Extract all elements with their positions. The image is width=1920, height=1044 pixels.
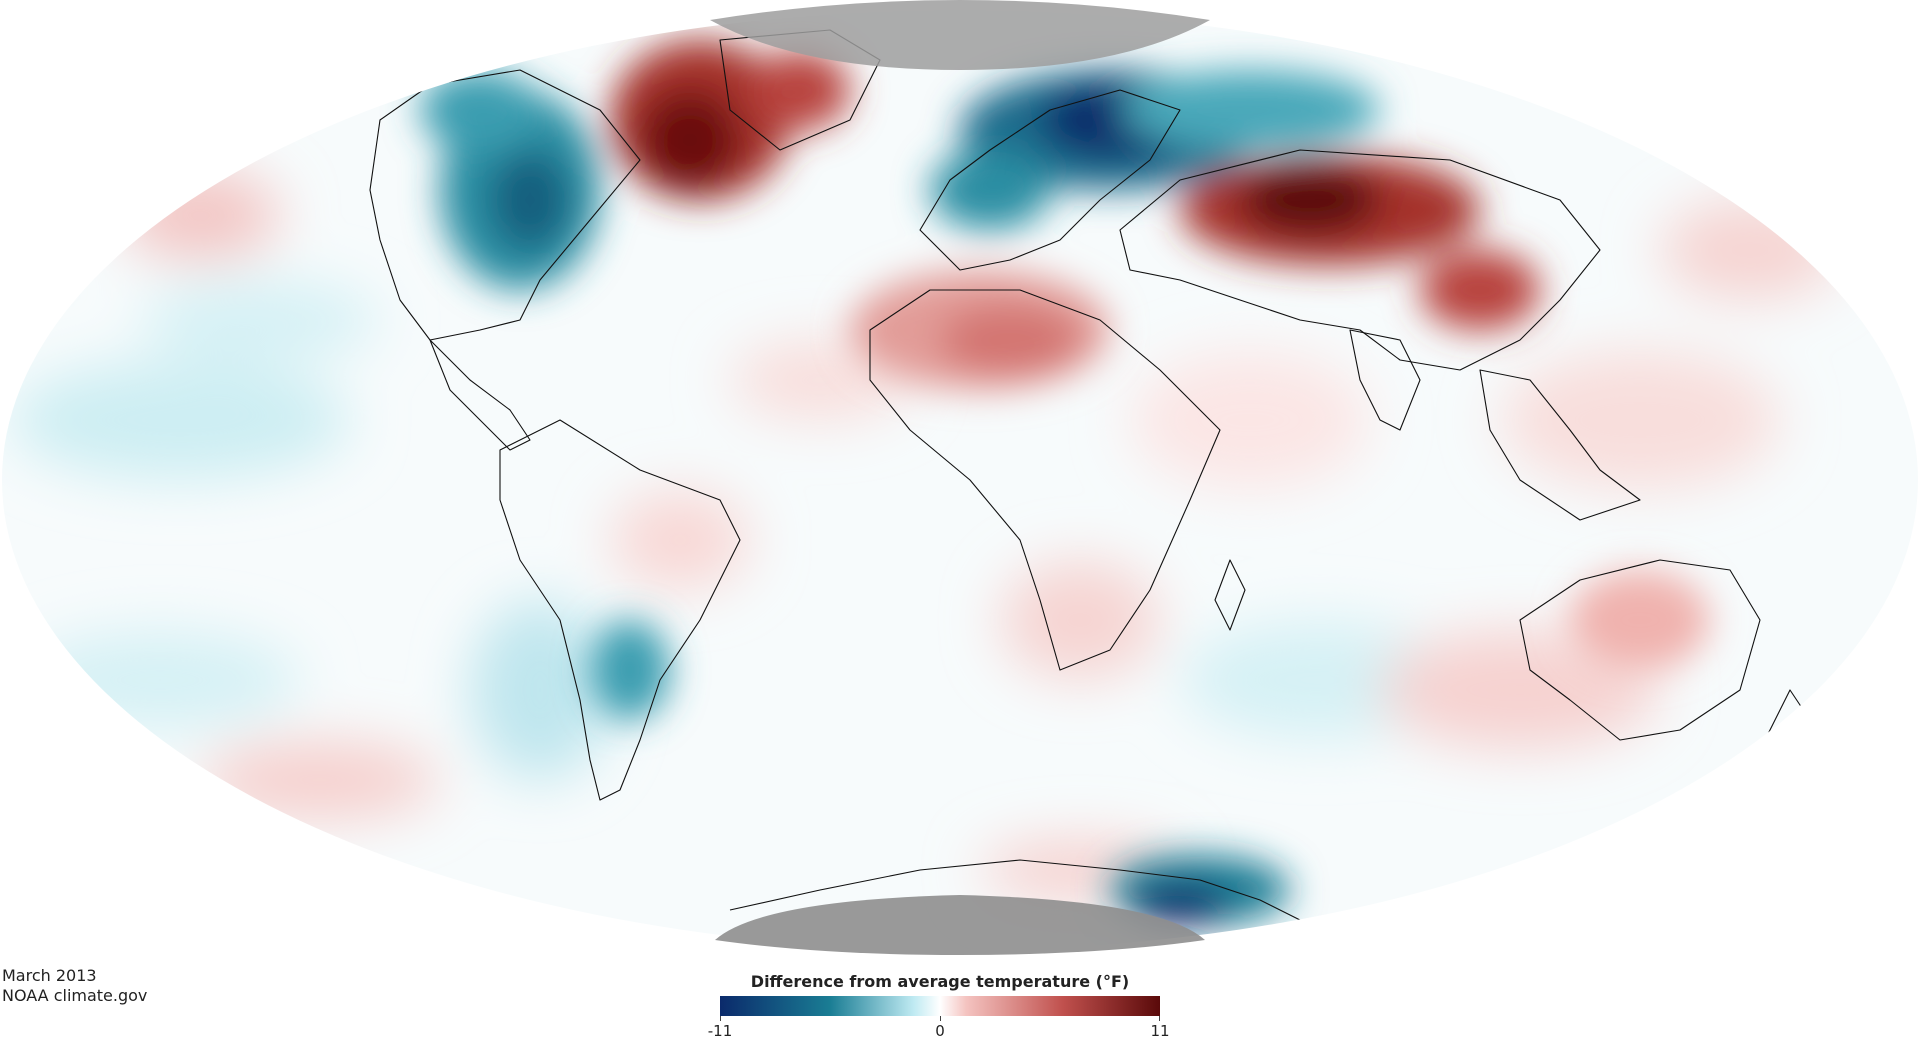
legend-tick-mid <box>940 1016 941 1021</box>
caption-date: March 2013 <box>2 966 97 985</box>
legend-label-max: 11 <box>1150 1022 1170 1040</box>
legend-label-min: -11 <box>707 1022 733 1040</box>
anomaly-field <box>10 29 1840 925</box>
background-anomalies <box>10 170 1840 900</box>
asia-outline <box>1119 149 1601 371</box>
legend-color-bar <box>720 996 1160 1016</box>
antarctica-coast-outline <box>729 859 1301 921</box>
north-pole-no-data <box>710 0 1210 70</box>
legend-tick-max <box>1159 1016 1160 1021</box>
north-america-outline <box>369 69 641 341</box>
continent-outlines <box>369 29 1811 921</box>
africa-outline <box>869 289 1221 671</box>
legend-label-mid: 0 <box>935 1022 945 1040</box>
central-america-outline <box>429 339 531 451</box>
madagascar-outline <box>1214 559 1246 631</box>
legend-tick-min <box>720 1016 721 1021</box>
india-outline <box>1349 329 1421 431</box>
caption-source: NOAA climate.gov <box>2 986 148 1005</box>
australia-outline <box>1519 559 1761 741</box>
europe-outline <box>919 89 1181 271</box>
southeast-asia-outline <box>1479 369 1641 521</box>
south-america-outline <box>499 419 741 801</box>
south-pole-no-data <box>715 895 1205 955</box>
legend-title: Difference from average temperature (°F) <box>750 972 1130 991</box>
